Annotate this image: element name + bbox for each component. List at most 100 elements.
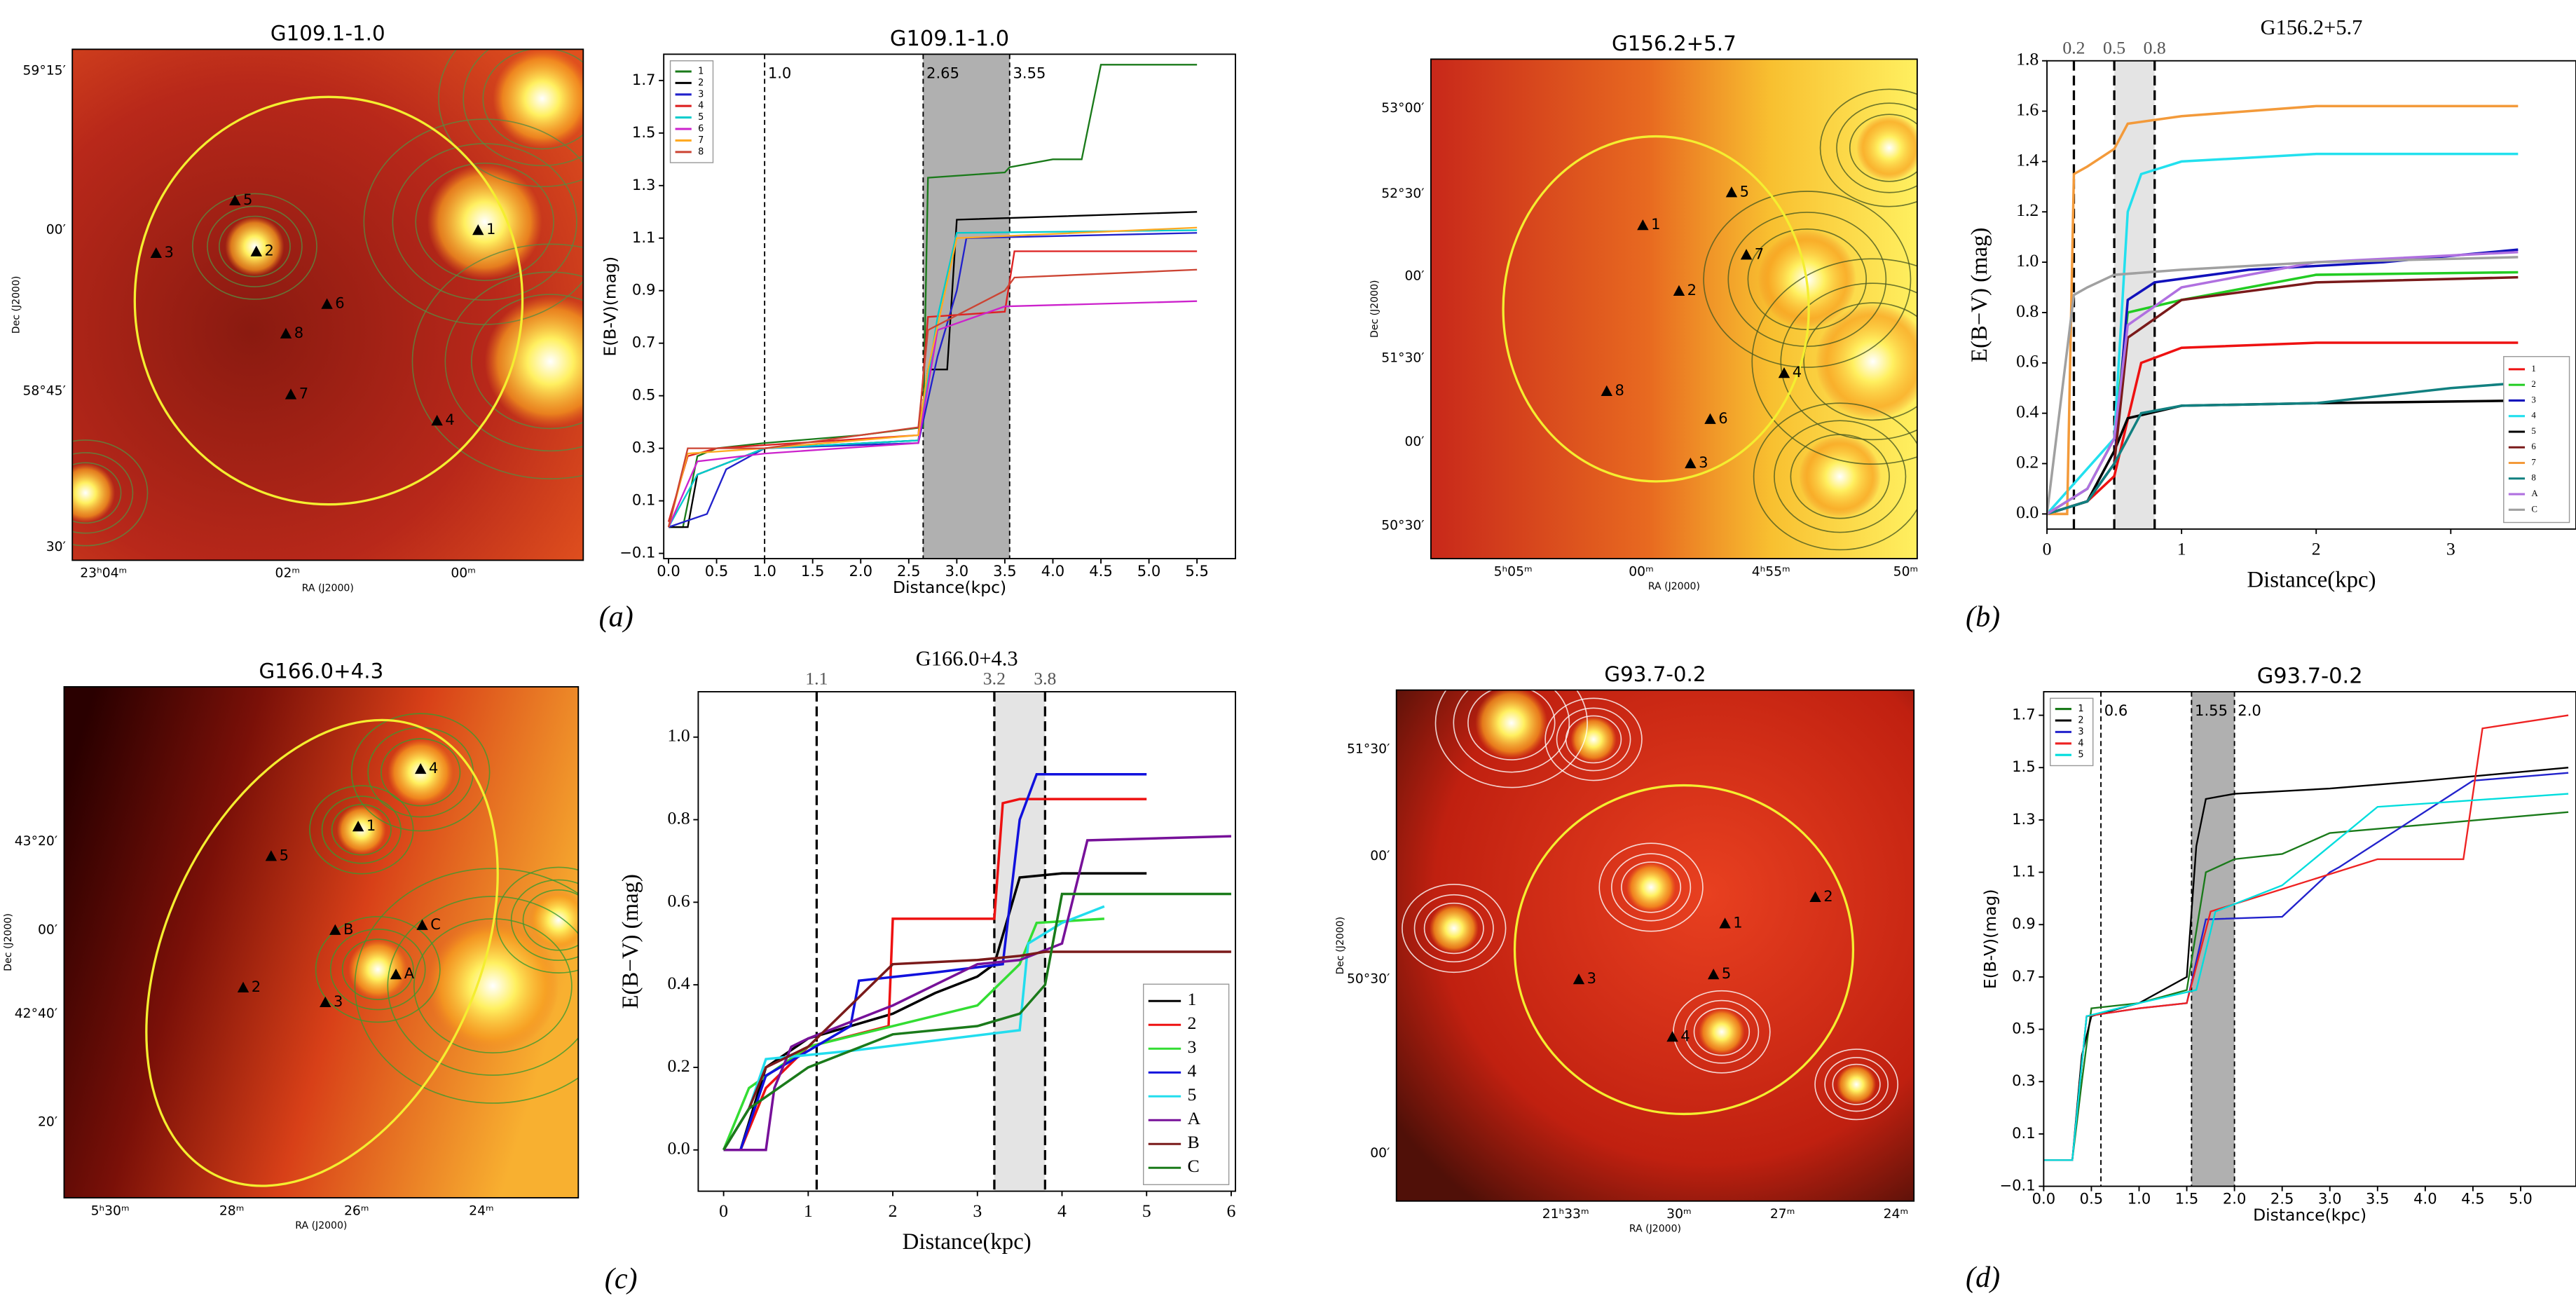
legend-label: 8 [698,146,704,157]
y-tick-label: 0.7 [632,334,656,351]
y-tick-label: 1.1 [2012,863,2036,880]
source-marker [1673,285,1685,296]
contour [1849,114,1917,182]
source-label: 2 [1687,281,1697,299]
source-label: A [404,964,415,982]
series-line [2047,381,2519,515]
y-tick-label: 0.9 [2012,915,2036,932]
legend-label: 3 [1188,1037,1197,1057]
series-line [2043,793,2569,1161]
source-marker [1809,891,1821,903]
legend-label: 5 [2531,426,2535,436]
source-label: 1 [366,817,376,834]
map-title: G109.1-1.0 [270,22,385,46]
region-ellipse [145,718,499,1187]
x-tick-label: 50ᵐ [1893,564,1919,579]
y-tick-label: 0.8 [2016,301,2039,321]
y-tick-label: 1.1 [632,228,656,246]
legend-label: A [2531,489,2538,498]
y-tick-label: 0.5 [632,386,656,404]
source-label: B [343,920,353,938]
contour [1727,212,1887,347]
panel-caption: (b) [1966,600,2000,633]
source-marker [229,194,241,206]
shaded-range [2191,691,2235,1187]
x-tick-label: 1.0 [2128,1189,2151,1207]
contour [1544,697,1643,781]
contour [1684,999,1760,1064]
bright-region [1626,862,1676,913]
x-axis-label: Distance(kpc) [2253,1205,2366,1224]
contour [309,785,414,875]
x-tick-label: 0.0 [657,562,680,580]
panel-caption: (c) [605,1262,638,1295]
y-tick-label: 0.3 [2012,1072,2036,1089]
contour [1556,707,1631,772]
x-tick-label: 0.5 [705,562,729,580]
x-axis-label: Distance(kpc) [893,578,1006,597]
bright-region [72,463,116,523]
y-axis-label: Dec (J2000) [1369,280,1381,338]
x-tick-label: 24ᵐ [469,1203,494,1218]
source-label: 4 [445,411,454,428]
source-marker [1725,186,1738,198]
plot-area [2043,691,2576,1187]
map-background [1396,690,1914,1201]
legend-label: 4 [698,101,704,111]
vline-label: 0.2 [2062,37,2085,57]
contour [218,215,291,278]
contour [482,49,584,150]
source-label: 5 [1722,964,1731,982]
contour [1774,420,1907,533]
line-chart: 1.0 2.65 3.55 0.0 0.5 1.0 1.5 2.0 2.5 3.0 3.5 4.0 4.… [601,27,1236,597]
y-tick-label: 0.0 [667,1138,690,1159]
y-tick-label: 0.7 [2012,967,2036,985]
y-tick-label: 0.4 [2016,402,2039,422]
y-tick-label: 0.2 [2016,451,2039,472]
y-tick-label: −0.1 [1999,1177,2035,1194]
legend-label: 4 [2078,738,2083,749]
bright-region [1570,716,1617,763]
x-tick-label: 4 [1057,1201,1067,1221]
y-tick-label: 0.2 [667,1056,690,1076]
line-chart: 0.6 1.55 2.00.0 0.5 1.0 1.5 2.0 2.5 3.0 3.5 4.0 4.5… [1980,664,2576,1224]
legend-label: 5 [1188,1084,1197,1105]
contour [413,918,573,1054]
series-line [723,835,1231,1152]
map-image [64,686,579,1198]
source-marker [1685,457,1697,469]
source-label: 8 [294,324,303,341]
source-label: 7 [1755,245,1764,262]
bright-region [1836,1065,1877,1105]
source-label: 4 [1680,1027,1690,1044]
y-tick-label: 0.9 [632,281,656,299]
x-axis-label: Distance(kpc) [903,1229,1032,1255]
x-tick-label: 3.5 [993,562,1017,580]
contour [341,938,414,1001]
contour [1467,690,1556,760]
contour [1751,258,1917,465]
contour [463,49,584,167]
y-tick-label: 1.4 [2016,149,2039,170]
y-tick-label: 00′ [38,922,57,937]
x-axis-label: Distance(kpc) [2247,567,2376,592]
x-tick-label: 5.5 [1185,562,1209,580]
y-tick-label: 1.3 [632,176,656,193]
vline-label: 3.8 [1034,668,1056,688]
y-tick-label: 58°45′ [22,383,65,398]
x-tick-label: 2 [889,1201,898,1221]
x-tick-label: 2.0 [849,562,872,580]
x-tick-label: 30ᵐ [1666,1207,1692,1222]
source-marker [1778,367,1790,378]
contour [495,866,579,974]
y-tick-label: 0.0 [2016,502,2039,522]
map-image [1430,59,1917,559]
contour [1780,282,1917,441]
map-image [72,49,584,561]
legend-label: 6 [698,124,704,135]
bright-region [484,296,584,428]
y-tick-label: 1.3 [2012,810,2036,828]
contour [1753,402,1917,551]
x-tick-label: 1.5 [801,562,825,580]
legend-label: 6 [2531,442,2536,451]
